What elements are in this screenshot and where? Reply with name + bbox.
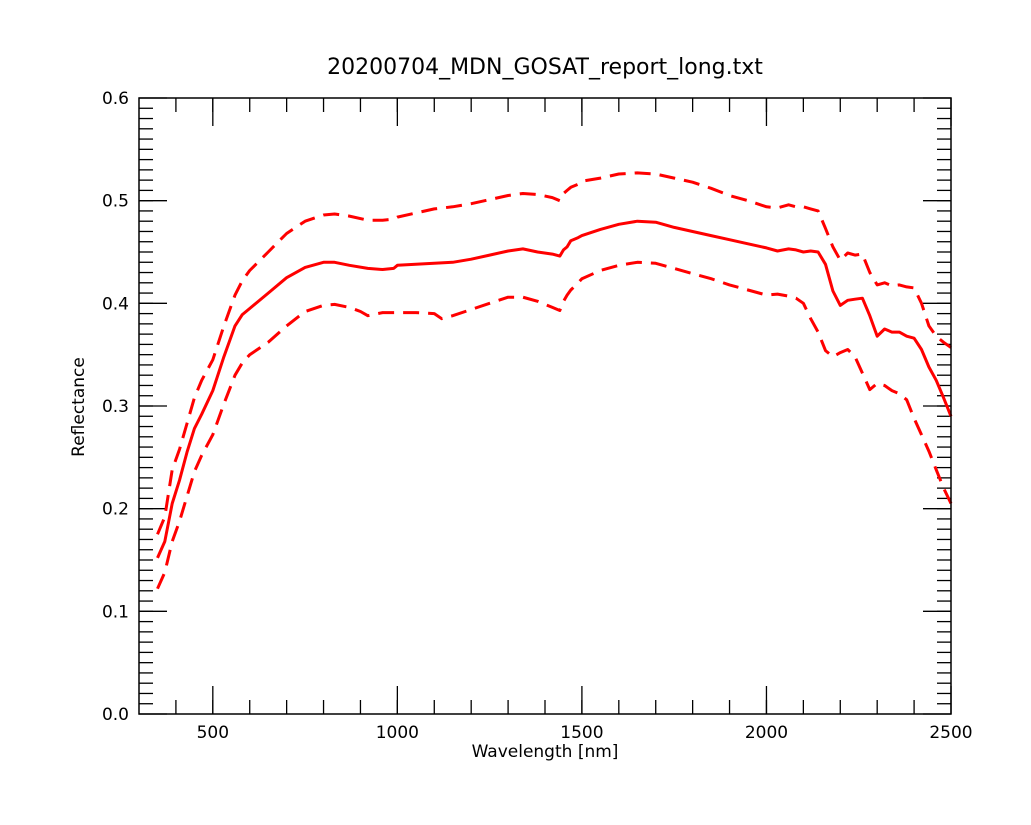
y-tick-label: 0.6 <box>102 89 129 109</box>
y-axis-label: Reflectance <box>69 357 89 457</box>
y-tick-label: 0.2 <box>102 500 129 520</box>
y-tick-label: 0.1 <box>102 602 129 622</box>
x-tick-label: 2500 <box>929 723 972 743</box>
x-tick-label: 2000 <box>745 723 788 743</box>
plot-frame <box>138 97 952 715</box>
x-axis-label: Wavelength [nm] <box>472 742 619 762</box>
series-dashed-line-1 <box>156 171 952 535</box>
y-tick-label: 0.0 <box>102 705 129 725</box>
x-tick-label: 500 <box>197 723 229 743</box>
x-tick-label: 1000 <box>376 723 419 743</box>
y-tick-label: 0.4 <box>102 294 129 314</box>
y-tick-label: 0.5 <box>102 192 129 212</box>
series-solid-line <box>156 219 953 559</box>
plot-area <box>156 171 953 590</box>
x-tick-label: 1500 <box>560 723 603 743</box>
y-tick-label: 0.3 <box>102 397 129 417</box>
axis-ticks: 500 1000 1500 2000 2500 0.0 0.1 0.2 0.3 0.4 0.5 0.6 <box>102 89 973 743</box>
series-dashed-line-2 <box>156 260 953 590</box>
chart-title: 20200704_MDN_GOSAT_report_long.txt <box>327 55 763 80</box>
